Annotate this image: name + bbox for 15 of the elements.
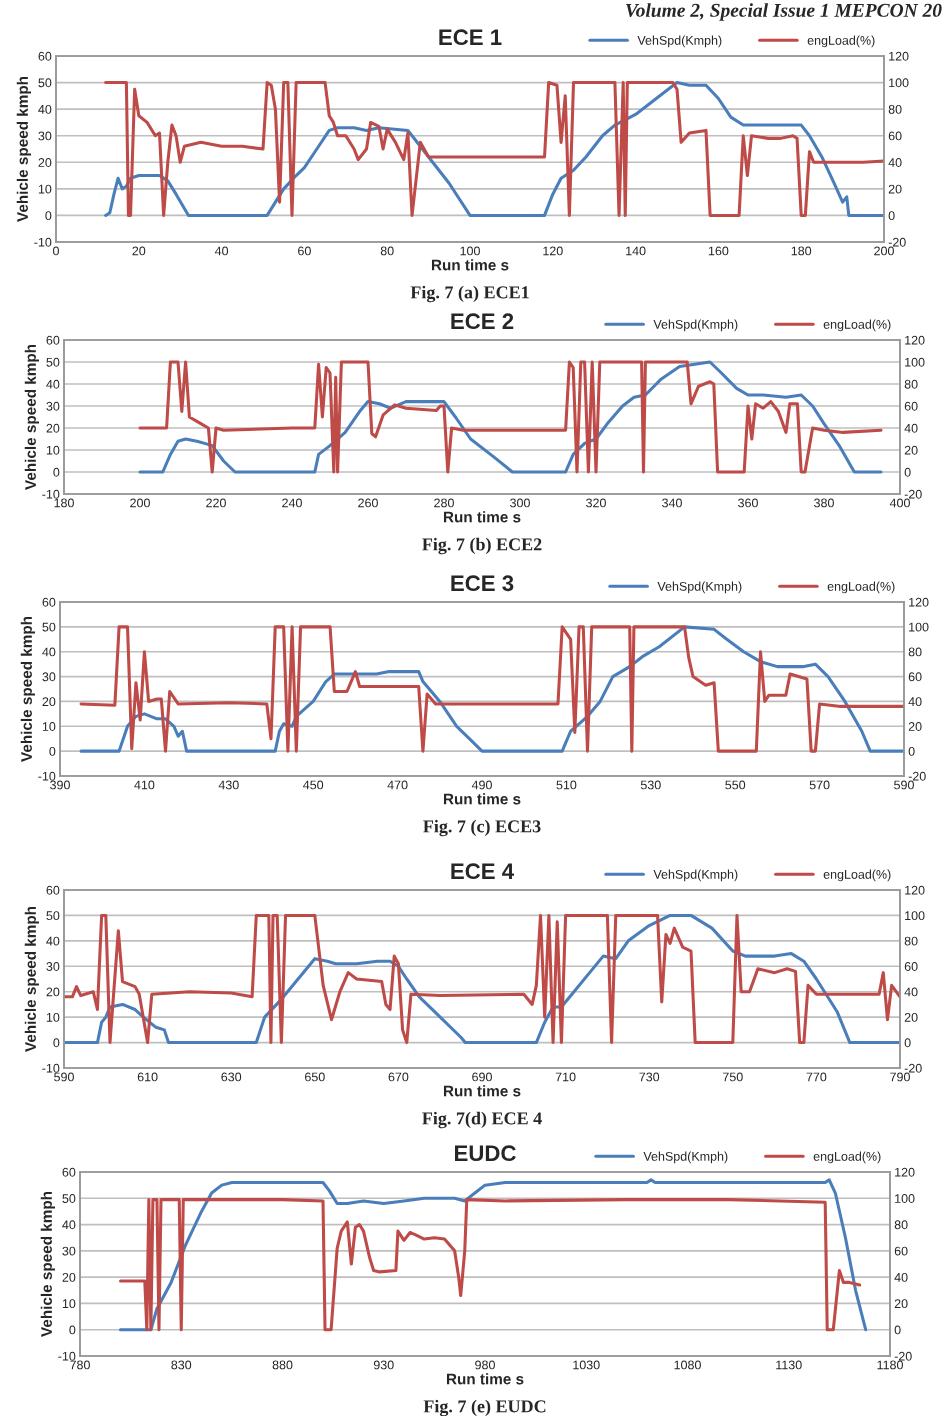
line-series [138,360,883,474]
chart-title: ECE 2 [451,313,514,330]
chart-title: ECE 3 [451,575,514,592]
caption: Fig. 7 (a) ECE1 [410,285,529,303]
line-series [64,913,900,1045]
line-series [104,81,884,217]
caption: Fig. 7(d) ECE 4 [422,1111,542,1129]
caption: Fig. 7 (e) EUDC [423,1399,546,1416]
chart-title: ECE 1 [439,29,502,46]
chart-title: ECE 4 [451,863,514,880]
caption: Fig. 7 (b) ECE2 [422,537,542,555]
chart-title: EUDC [455,1145,516,1162]
line-series [79,625,904,753]
text: Volume 2, Special Issue 1 MEPCON 20 [626,3,942,21]
caption: Fig. 7 (c) ECE3 [423,819,541,837]
